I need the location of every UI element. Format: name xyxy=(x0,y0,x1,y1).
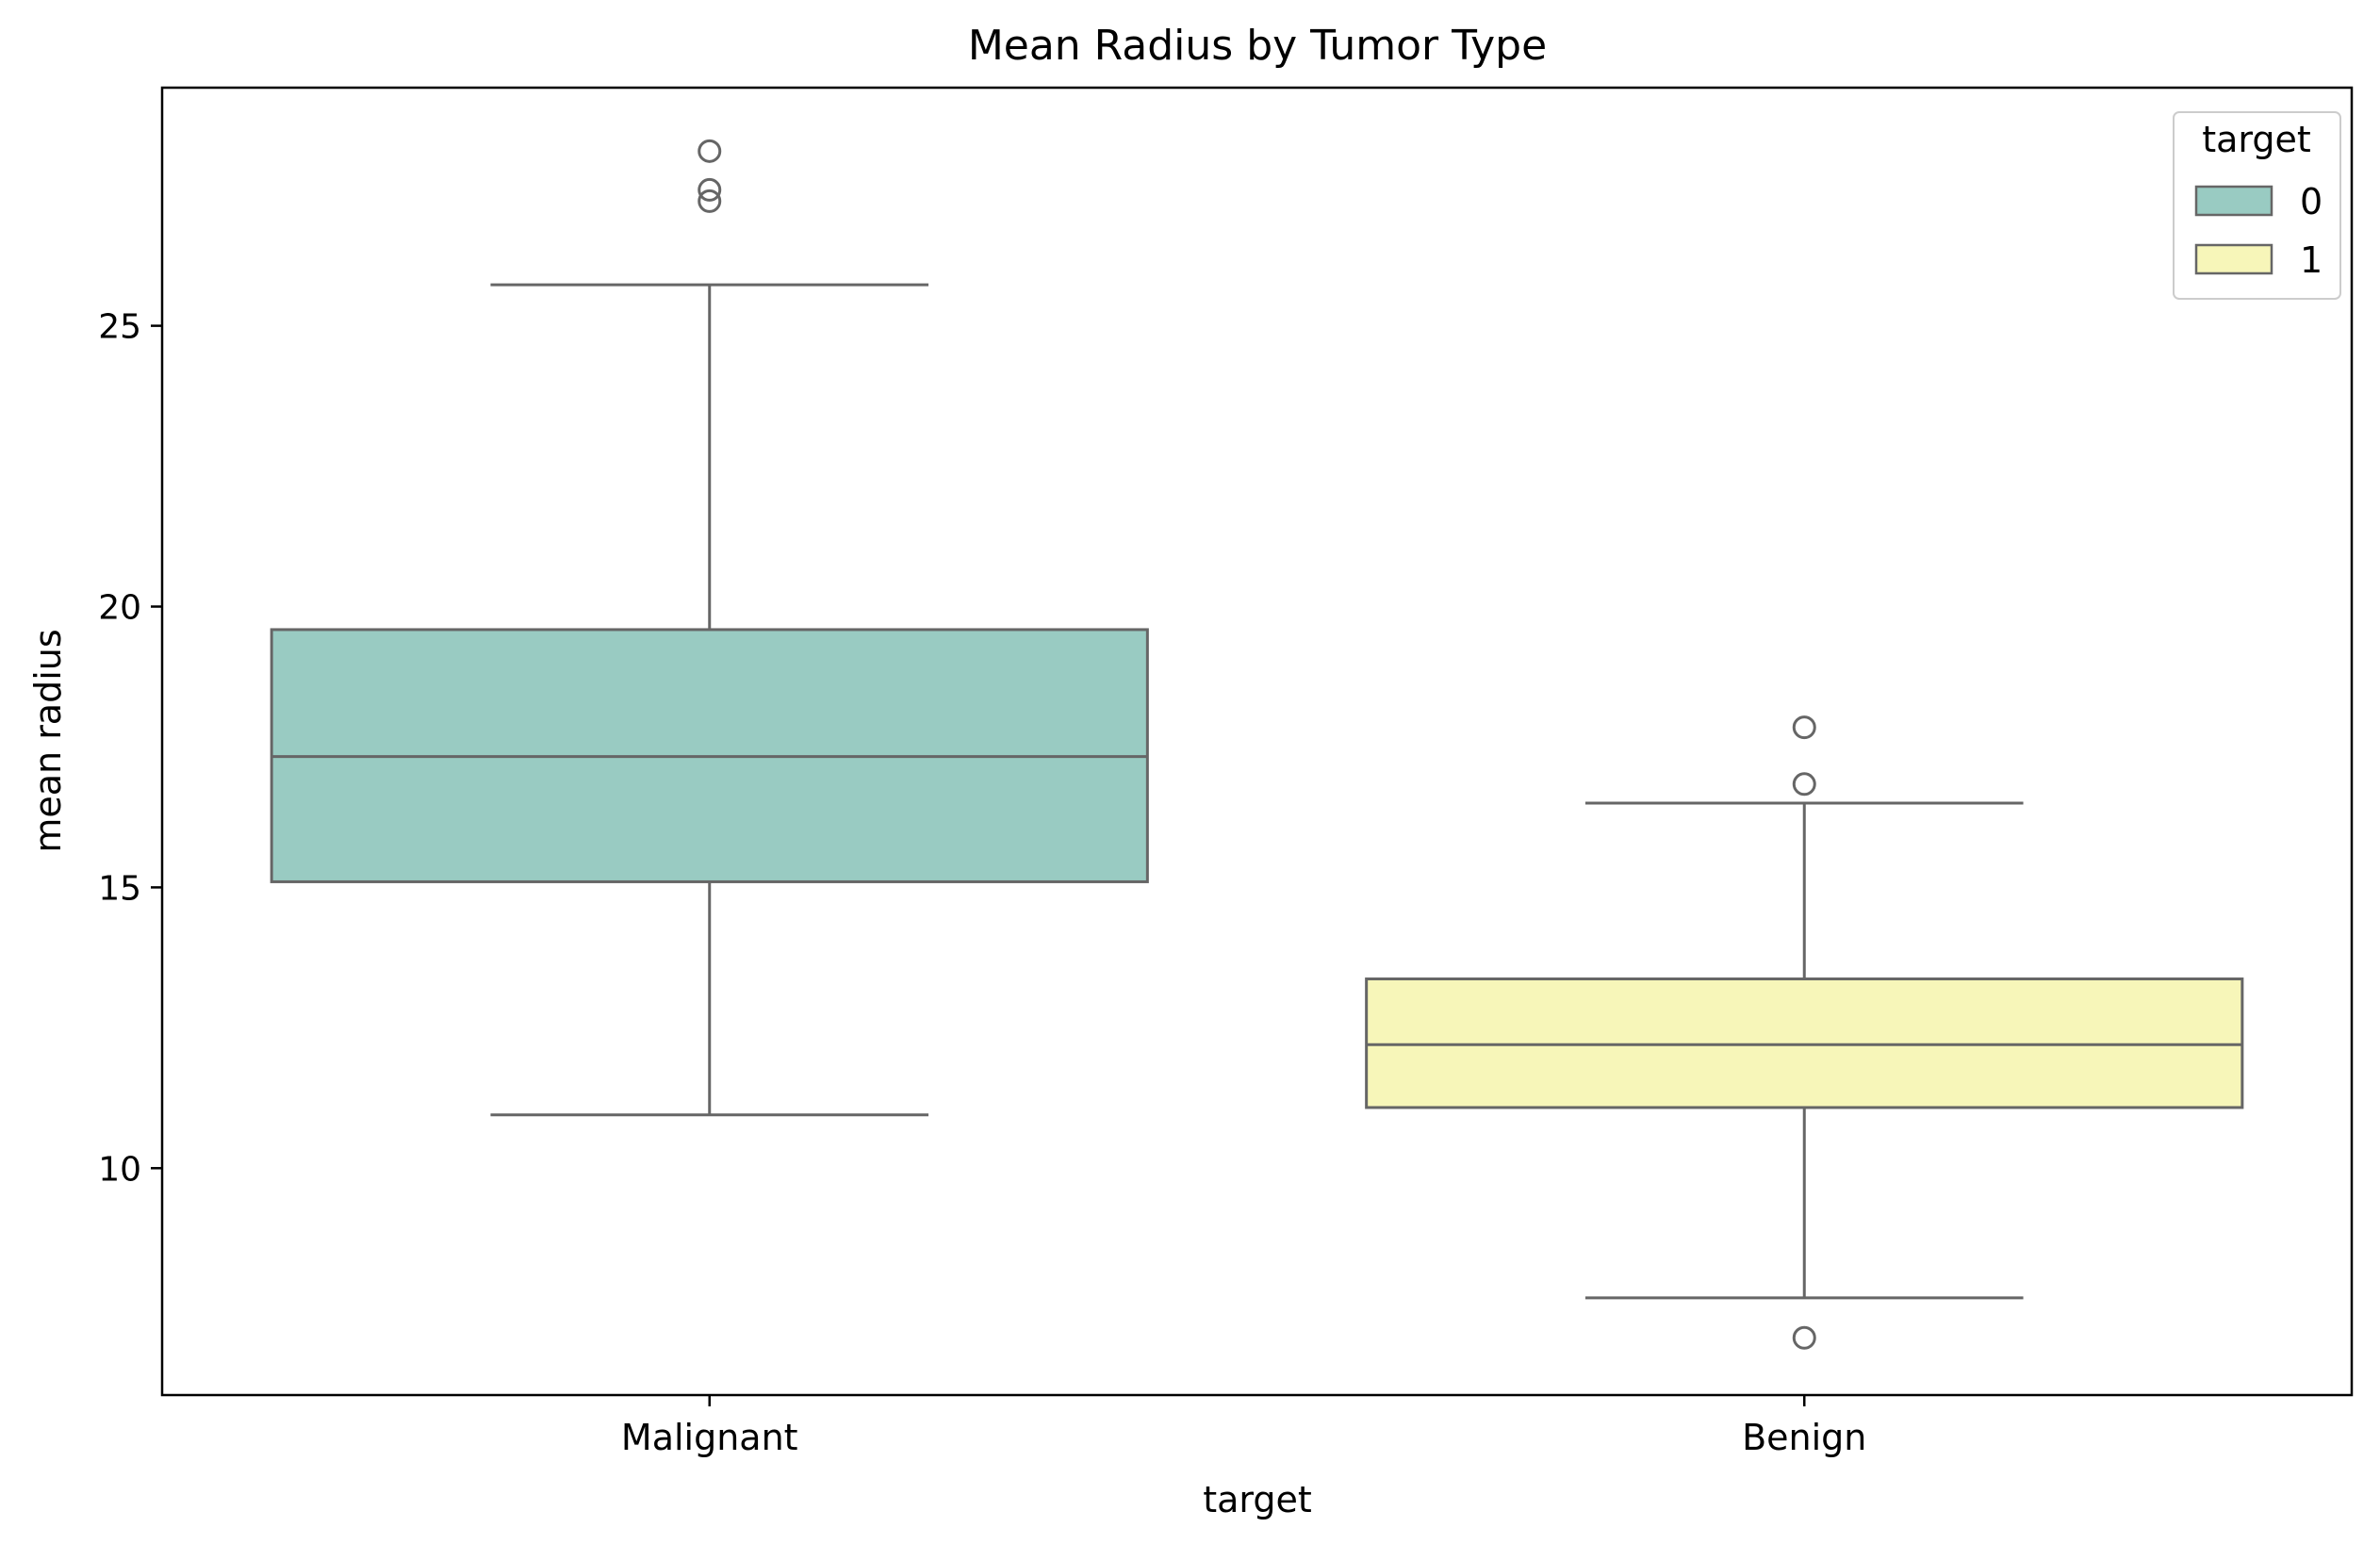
plot-area xyxy=(270,139,2244,1350)
y-tick-label: 10 xyxy=(98,1150,141,1189)
x-tick-label: Malignant xyxy=(621,1417,798,1458)
legend: target 0 1 xyxy=(2173,111,2341,300)
x-tick-label: Benign xyxy=(1742,1417,1866,1458)
x-axis: Malignant Benign xyxy=(621,1395,1866,1458)
legend-label-1: 1 xyxy=(2300,239,2323,281)
axes-frame xyxy=(160,86,2354,1397)
outlier-point xyxy=(1792,715,1816,740)
outlier-point xyxy=(698,189,722,213)
outlier-point xyxy=(698,139,722,163)
outlier-point xyxy=(1792,772,1816,797)
x-axis-label: target xyxy=(1203,1479,1312,1520)
outlier-point xyxy=(698,177,722,202)
box-group-malignant xyxy=(270,139,1149,1117)
outlier-point xyxy=(1792,1325,1816,1350)
legend-label-0: 0 xyxy=(2300,181,2323,222)
y-axis: 10 15 20 25 xyxy=(98,308,162,1189)
y-axis-label: mean radius xyxy=(27,629,69,852)
legend-swatch-0 xyxy=(2194,185,2273,217)
y-tick-label: 25 xyxy=(98,308,141,347)
box-group-benign xyxy=(1365,715,2244,1350)
y-tick-label: 20 xyxy=(98,589,141,628)
chart-title: Mean Radius by Tumor Type xyxy=(968,22,1547,70)
legend-swatch-1 xyxy=(2194,243,2273,275)
legend-title: target xyxy=(2202,119,2311,160)
y-tick-label: 15 xyxy=(98,869,141,908)
